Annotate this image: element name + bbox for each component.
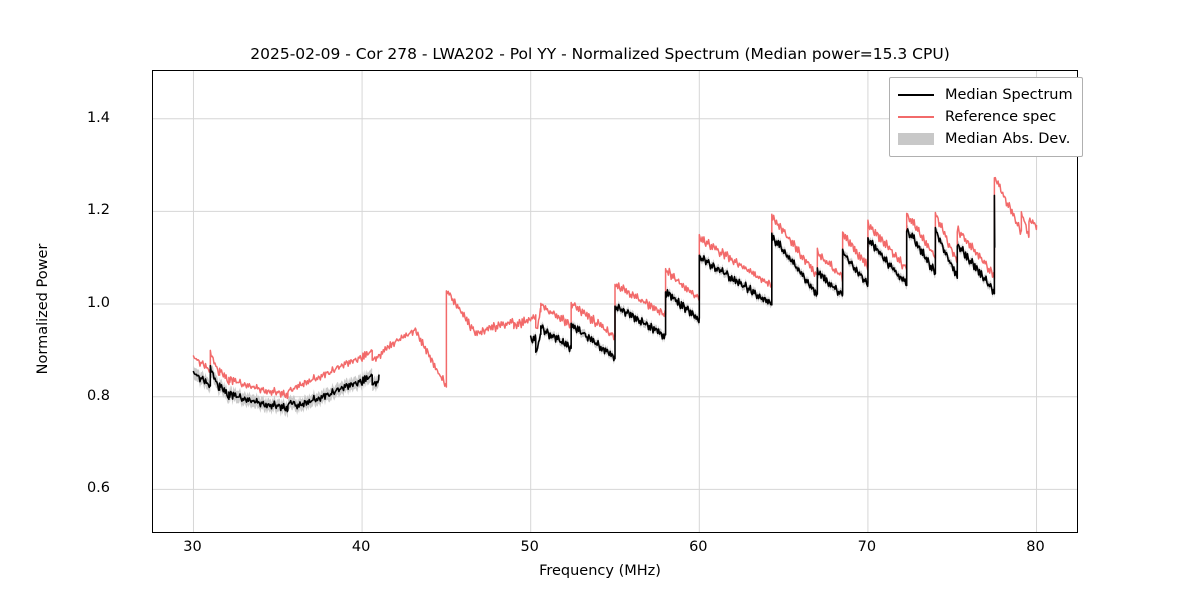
x-tick-label: 80 <box>1026 539 1045 555</box>
y-axis-label: Normalized Power <box>35 243 51 375</box>
reference-spec-line <box>192 176 1038 400</box>
legend-line-swatch <box>898 88 934 102</box>
legend-label: Median Abs. Dev. <box>945 131 1071 147</box>
chart-legend: Median Spectrum Reference spec Median Abs.… <box>889 77 1083 157</box>
legend-line-swatch <box>898 110 934 124</box>
legend-patch-swatch <box>898 132 934 146</box>
legend-swatch-mark <box>898 94 934 97</box>
median-abs-dev-band-2 <box>530 191 995 365</box>
median-spectrum-line-2 <box>529 194 996 362</box>
y-tick-label: 1.2 <box>86 202 110 219</box>
legend-item[interactable]: Median Abs. Dev. <box>898 128 1073 150</box>
y-tick-label: 0.8 <box>86 387 110 404</box>
x-tick-label: 50 <box>520 539 539 555</box>
x-tick-label: 30 <box>183 539 202 555</box>
x-axis-label: Frequency (MHz) <box>539 563 661 579</box>
y-tick-label: 1.4 <box>86 109 110 126</box>
y-tick-label: 0.6 <box>86 480 110 497</box>
legend-swatch-mark <box>898 133 934 145</box>
legend-label: Median Spectrum <box>945 87 1073 103</box>
legend-item[interactable]: Reference spec <box>898 106 1073 128</box>
legend-item[interactable]: Median Spectrum <box>898 84 1073 106</box>
x-tick-label: 70 <box>857 539 877 555</box>
x-tick-label: 60 <box>689 539 708 555</box>
chart-title: 2025-02-09 - Cor 278 - LWA202 - Pol YY -… <box>250 45 950 63</box>
median-spectrum-line <box>192 364 380 413</box>
x-tick-label: 40 <box>351 539 371 555</box>
legend-label: Reference spec <box>945 109 1057 125</box>
y-tick-label: 1.0 <box>86 295 110 312</box>
legend-swatch-mark <box>898 116 934 119</box>
